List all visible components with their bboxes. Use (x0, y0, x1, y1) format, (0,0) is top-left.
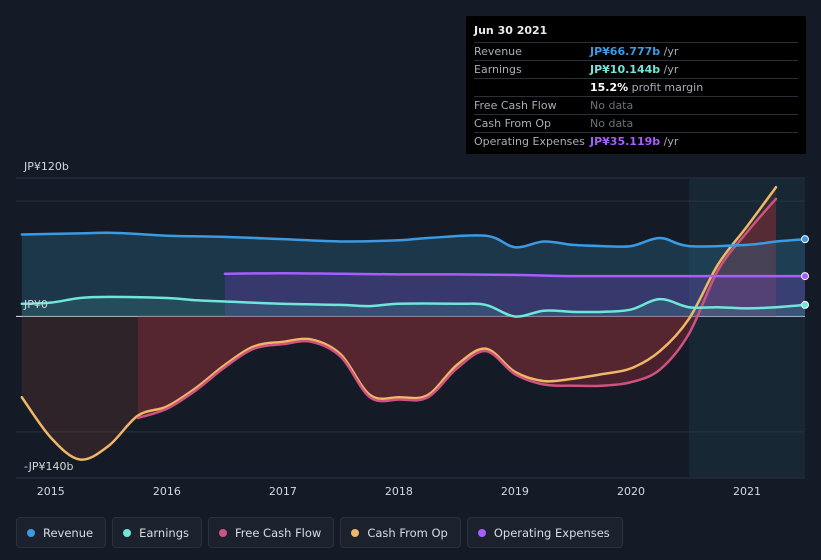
y-label-zero: JP¥0 (23, 298, 48, 311)
x-tick-label: 2015 (37, 485, 65, 498)
tooltip-row: Cash From Op No data (474, 115, 798, 133)
legend-dot-icon (351, 528, 360, 537)
revenue-line (20, 231, 807, 249)
tooltip-value-number: No data (590, 117, 634, 130)
highlight-band (688, 178, 805, 478)
legend-label: Cash From Op (367, 525, 448, 540)
x-tick-label: 2021 (733, 485, 761, 498)
y-label-top: JP¥120b (23, 160, 69, 173)
tooltip-row-label (474, 79, 590, 96)
tooltip-row: Operating Expenses JP¥35.119b /yr (474, 133, 798, 150)
legend-dot-icon (27, 528, 35, 537)
x-tick-label: 2018 (385, 485, 413, 498)
tooltip-value-unit: /yr (660, 45, 679, 58)
tooltip-value-unit: /yr (660, 135, 679, 148)
series-endpoints (801, 235, 809, 309)
tooltip-row-label: Earnings (474, 63, 522, 76)
gridlines (16, 177, 805, 479)
tooltip-value-number: 15.2% (590, 81, 629, 94)
tooltip-row-value: JP¥10.144b /yr (590, 61, 678, 78)
cash-from-op-area (21, 187, 776, 460)
legend-dot-icon (123, 528, 132, 537)
earnings-line (20, 295, 807, 318)
tooltip-row: Earnings JP¥10.144b /yr (474, 61, 798, 79)
revenue-endpoint (801, 235, 809, 244)
tooltip-row-label: Revenue (474, 45, 522, 58)
tooltip-value-number: No data (590, 99, 634, 112)
legend-item-earnings[interactable]: Earnings (112, 517, 202, 548)
tooltip-row-label: Operating Expenses (474, 135, 585, 148)
tooltip-row: Free Cash Flow No data (474, 97, 798, 115)
tooltip-row-value: JP¥35.119b /yr (590, 133, 678, 150)
legend-dot-icon (477, 528, 486, 537)
legend-label: Revenue (43, 525, 94, 540)
x-tick-label: 2019 (501, 485, 529, 498)
legend-item-free-cash-flow[interactable]: Free Cash Flow (208, 517, 335, 548)
tooltip-row-label: Free Cash Flow (474, 99, 557, 112)
legend-item-cash-from-op[interactable]: Cash From Op (340, 517, 461, 548)
legend-label: Earnings (139, 525, 189, 540)
tooltip-row-value: No data (590, 115, 633, 132)
data-tooltip: Jun 30 2021 Revenue JP¥66.777b /yr Earning… (466, 16, 806, 154)
legend-item-revenue[interactable]: Revenue (16, 517, 107, 548)
tooltip-row: 15.2% profit margin (474, 79, 798, 97)
free-cash-flow-line (136, 197, 778, 420)
tooltip-row-value: JP¥66.777b /yr (590, 43, 678, 60)
cash-from-op-line (20, 185, 778, 461)
tooltip-date: Jun 30 2021 (474, 22, 798, 43)
legend: Revenue Earnings Free Cash Flow Cash From O… (16, 517, 623, 548)
tooltip-value-number: JP¥66.777b (590, 45, 661, 58)
tooltip-row-value: No data (590, 97, 633, 114)
series-lines (20, 185, 807, 461)
earnings-endpoint (801, 300, 809, 309)
x-tick-label: 2020 (617, 485, 645, 498)
legend-label: Free Cash Flow (235, 525, 322, 540)
free-cash-flow-area (137, 198, 776, 418)
x-axis-ticks: 2015 2016 2017 2018 2019 2020 2021 (37, 485, 761, 498)
tooltip-row: Revenue JP¥66.777b /yr (474, 43, 798, 61)
legend-item-operating-expenses[interactable]: Operating Expenses (466, 517, 623, 548)
y-label-bottom: -JP¥140b (24, 460, 73, 473)
tooltip-value-number: JP¥10.144b (590, 63, 661, 76)
legend-dot-icon (219, 528, 227, 537)
x-tick-label: 2017 (269, 485, 297, 498)
operating-expenses-endpoint (801, 272, 809, 281)
operating-expenses-line (223, 271, 807, 278)
tooltip-row-label: Cash From Op (474, 117, 552, 130)
x-tick-label: 2016 (153, 485, 181, 498)
tooltip-value-number: JP¥35.119b (590, 135, 661, 148)
legend-label: Operating Expenses (493, 525, 610, 540)
tooltip-value-unit: /yr (660, 63, 679, 76)
tooltip-row-value: 15.2% profit margin (590, 79, 703, 96)
tooltip-rows: Revenue JP¥66.777b /yr Earnings JP¥10.144b … (474, 43, 798, 150)
tooltip-value-unit: profit margin (628, 81, 704, 94)
